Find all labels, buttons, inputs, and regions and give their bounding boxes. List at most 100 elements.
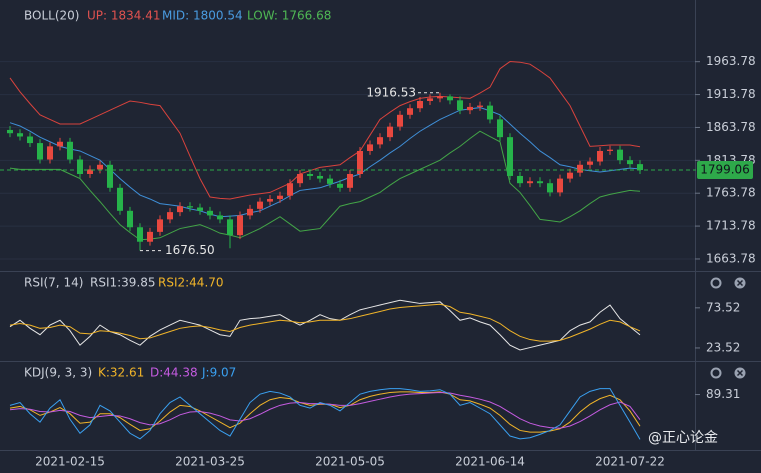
candle-body (607, 149, 613, 151)
x-tick-label: 2021-02-15 (35, 455, 105, 469)
candle-body (67, 141, 73, 160)
candle-body (297, 173, 303, 184)
candle-body (327, 178, 333, 184)
candle-body (187, 206, 193, 208)
candle-body (7, 129, 13, 134)
candle-body (627, 160, 633, 165)
last-price-label: 1799.06 (700, 163, 750, 177)
y-tick-label: 1913.78 (706, 87, 756, 101)
candle-body (247, 208, 253, 216)
indicator-line (9, 303, 641, 342)
candle-body (427, 98, 433, 101)
candle-body (157, 219, 163, 232)
candle-body (47, 146, 53, 160)
x-tick-label: 2021-03-25 (175, 455, 245, 469)
candle-body (147, 231, 153, 242)
candle-body (177, 206, 183, 213)
candle-body (97, 164, 103, 170)
x-tick-label: 2021-05-05 (315, 455, 385, 469)
last-price-box (697, 161, 753, 180)
candle-body (107, 164, 113, 188)
candle-body (307, 173, 313, 176)
y-tick-label: 1713.78 (706, 219, 756, 233)
header-item: KDJ(9, 3, 3) (24, 366, 92, 380)
candle-body (227, 219, 233, 236)
watermark: @正心论金 (648, 430, 718, 446)
candle-body (357, 150, 363, 174)
candle-body (577, 164, 583, 173)
header-item: LOW: 1766.68 (247, 9, 331, 23)
candle-body (557, 178, 563, 193)
settings-icon[interactable] (710, 367, 722, 379)
candle-body (267, 198, 273, 202)
indicator-line (9, 107, 641, 218)
candle-body (507, 137, 513, 176)
header-item: K:32.61 (98, 366, 144, 380)
close-icon[interactable] (734, 277, 746, 289)
candle-body (527, 181, 533, 184)
candle-body (257, 201, 263, 209)
candle-body (567, 172, 573, 179)
candle-body (37, 143, 43, 160)
candle-body (487, 105, 493, 120)
header-item: J:9.07 (201, 366, 236, 380)
candle-body (277, 195, 283, 199)
y-tick-label: 23.52 (706, 340, 740, 354)
candle-body (537, 181, 543, 184)
y-tick-label: 73.52 (706, 300, 740, 314)
close-icon[interactable] (734, 367, 746, 379)
header-item: RSI1:39.85 (90, 276, 156, 290)
candle-body (77, 159, 83, 174)
candle-body (27, 136, 33, 144)
candle-body (127, 210, 133, 228)
candle-body (167, 212, 173, 220)
candle-body (497, 119, 503, 138)
candle-body (137, 227, 143, 242)
candle-body (447, 96, 453, 101)
y-tick-label: 1863.78 (706, 120, 756, 134)
x-tick-label: 2021-07-22 (595, 455, 665, 469)
y-tick-label: 89.31 (706, 387, 740, 401)
candle-body (417, 100, 423, 109)
candle-body (407, 108, 413, 115)
candle-body (587, 161, 593, 165)
low-annotation: 1676.50 (165, 243, 215, 257)
candle-body (317, 175, 323, 179)
header-item: MID: 1800.54 (162, 9, 243, 23)
indicator-line (9, 388, 641, 440)
candle-body (397, 114, 403, 127)
candle-body (197, 207, 203, 211)
header-item: RSI(7, 14) (24, 276, 83, 290)
y-tick-label: 1963.78 (706, 54, 756, 68)
candle-body (237, 215, 243, 236)
candle-body (387, 126, 393, 138)
candle-body (547, 183, 553, 193)
candle-body (117, 187, 123, 211)
high-annotation: 1916.53 (366, 85, 416, 99)
candle-body (337, 183, 343, 188)
header-item: UP: 1834.41 (87, 9, 161, 23)
header-item: D:44.38 (150, 366, 198, 380)
candle-body (467, 106, 473, 111)
indicator-line (9, 299, 641, 351)
candle-body (597, 150, 603, 162)
candle-body (367, 144, 373, 151)
candle-body (17, 133, 23, 137)
candle-body (377, 137, 383, 145)
x-tick-label: 2021-06-14 (455, 455, 525, 469)
candle-body (207, 210, 213, 216)
candle-body (637, 164, 643, 171)
candle-body (617, 149, 623, 161)
y-tick-label: 1763.78 (706, 186, 756, 200)
candle-body (437, 96, 443, 99)
settings-icon[interactable] (710, 277, 722, 289)
y-tick-label: 1663.78 (706, 251, 756, 265)
candle-body (347, 173, 353, 188)
indicator-line (9, 61, 641, 200)
candle-body (457, 100, 463, 111)
candle-body (477, 105, 483, 107)
header-item: RSI2:44.70 (158, 276, 224, 290)
candle-body (287, 183, 293, 196)
